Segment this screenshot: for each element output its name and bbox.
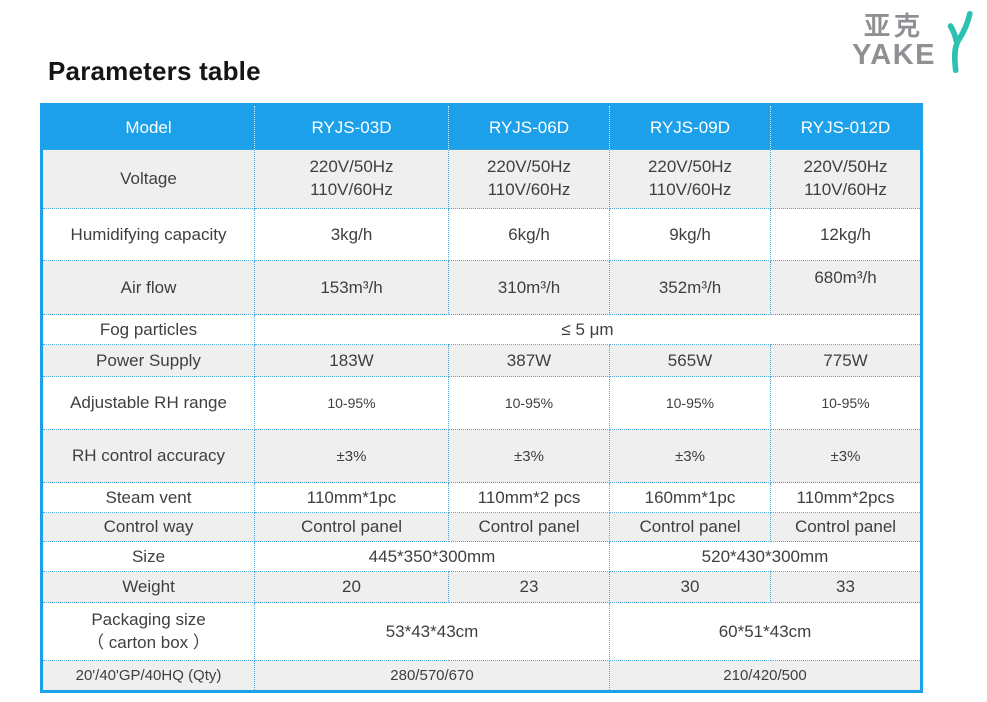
- cell-value-merged: 280/570/670: [254, 660, 610, 692]
- cell-value-merged: 60*51*43cm: [609, 602, 922, 661]
- cell-value: 3kg/h: [254, 208, 449, 261]
- header-model: Model: [41, 104, 255, 150]
- cell-value: 12kg/h: [770, 208, 922, 261]
- cell-value: 20: [254, 571, 449, 603]
- cell-value: 220V/50Hz 110V/60Hz: [254, 149, 449, 209]
- row-label: RH control accuracy: [41, 429, 255, 483]
- row-steam-vent: Steam vent 110mm*1pc 110mm*2 pcs 160mm*1…: [41, 482, 922, 513]
- cell-value: 9kg/h: [609, 208, 771, 261]
- cell-value: Control panel: [448, 512, 610, 542]
- cell-value-merged: 53*43*43cm: [254, 602, 610, 661]
- page-title: Parameters table: [48, 56, 261, 86]
- row-label: Humidifying capacity: [41, 208, 255, 261]
- header-row: Model RYJS-03D RYJS-06D RYJS-09D RYJS-01…: [41, 104, 922, 150]
- header-ryjs-09d: RYJS-09D: [609, 104, 771, 150]
- cell-value: 10-95%: [448, 376, 610, 430]
- cell-value: 680m³/h: [770, 260, 922, 315]
- brand-logo-text: 亚克 YAKE: [852, 12, 936, 71]
- brand-name-chinese: 亚克: [864, 11, 925, 42]
- cell-value: 183W: [254, 344, 449, 377]
- row-rh-control-accuracy: RH control accuracy ±3% ±3% ±3% ±3%: [41, 429, 922, 483]
- row-fog-particles: Fog particles ≤ 5 μm: [41, 314, 922, 345]
- row-voltage: Voltage 220V/50Hz 110V/60Hz 220V/50Hz 11…: [41, 149, 922, 209]
- cell-value: 352m³/h: [609, 260, 771, 315]
- cell-value: 220V/50Hz 110V/60Hz: [770, 149, 922, 209]
- cell-value: 565W: [609, 344, 771, 377]
- row-control-way: Control way Control panel Control panel …: [41, 512, 922, 542]
- cell-value-merged: 520*430*300mm: [609, 541, 922, 572]
- cell-value: 310m³/h: [448, 260, 610, 315]
- cell-value: 110mm*1pc: [254, 482, 449, 513]
- cell-value-merged: 210/420/500: [609, 660, 922, 692]
- cell-value: 6kg/h: [448, 208, 610, 261]
- cell-value: 30: [609, 571, 771, 603]
- header-ryjs-06d: RYJS-06D: [448, 104, 610, 150]
- cell-value: 220V/50Hz 110V/60Hz: [448, 149, 610, 209]
- brand-name-english: YAKE: [852, 39, 936, 72]
- row-label: Packaging size （ carton box ）: [41, 602, 255, 661]
- row-label: Air flow: [41, 260, 255, 315]
- cell-value: 220V/50Hz 110V/60Hz: [609, 149, 771, 209]
- row-container-qty: 20'/40'GP/40HQ (Qty) 280/570/670 210/420…: [41, 660, 922, 692]
- row-power-supply: Power Supply 183W 387W 565W 775W: [41, 344, 922, 377]
- yake-ribbon-icon: [947, 10, 973, 74]
- cell-value: 775W: [770, 344, 922, 377]
- row-humidifying-capacity: Humidifying capacity 3kg/h 6kg/h 9kg/h 1…: [41, 208, 922, 261]
- parameters-table: Model RYJS-03D RYJS-06D RYJS-09D RYJS-01…: [40, 103, 923, 693]
- row-label: 20'/40'GP/40HQ (Qty): [41, 660, 255, 692]
- cell-value: 160mm*1pc: [609, 482, 771, 513]
- cell-value: Control panel: [770, 512, 922, 542]
- row-label: Voltage: [41, 149, 255, 209]
- cell-value: 110mm*2 pcs: [448, 482, 610, 513]
- cell-value: 10-95%: [770, 376, 922, 430]
- row-label: Size: [41, 541, 255, 572]
- row-size: Size 445*350*300mm 520*430*300mm: [41, 541, 922, 572]
- header-ryjs-03d: RYJS-03D: [254, 104, 449, 150]
- row-weight: Weight 20 23 30 33: [41, 571, 922, 603]
- row-label: Steam vent: [41, 482, 255, 513]
- row-adjustable-rh-range: Adjustable RH range 10-95% 10-95% 10-95%…: [41, 376, 922, 430]
- row-label: Fog particles: [41, 314, 255, 345]
- cell-value: 387W: [448, 344, 610, 377]
- cell-value: Control panel: [609, 512, 771, 542]
- brand-logo: 亚克 YAKE: [852, 8, 975, 76]
- cell-value: 153m³/h: [254, 260, 449, 315]
- cell-value-merged: 445*350*300mm: [254, 541, 610, 572]
- row-label: Control way: [41, 512, 255, 542]
- header-ryjs-012d: RYJS-012D: [770, 104, 922, 150]
- cell-value: 110mm*2pcs: [770, 482, 922, 513]
- cell-value: Control panel: [254, 512, 449, 542]
- row-packaging-size: Packaging size （ carton box ） 53*43*43cm…: [41, 602, 922, 661]
- cell-value: 10-95%: [609, 376, 771, 430]
- row-label: Weight: [41, 571, 255, 603]
- cell-value: 23: [448, 571, 610, 603]
- cell-value: ±3%: [448, 429, 610, 483]
- cell-value: ±3%: [254, 429, 449, 483]
- row-air-flow: Air flow 153m³/h 310m³/h 352m³/h 680m³/h: [41, 260, 922, 315]
- cell-value: 10-95%: [254, 376, 449, 430]
- cell-value-merged: ≤ 5 μm: [254, 314, 922, 345]
- cell-value: 33: [770, 571, 922, 603]
- cell-value: ±3%: [770, 429, 922, 483]
- cell-value: ±3%: [609, 429, 771, 483]
- row-label: Power Supply: [41, 344, 255, 377]
- row-label: Adjustable RH range: [41, 376, 255, 430]
